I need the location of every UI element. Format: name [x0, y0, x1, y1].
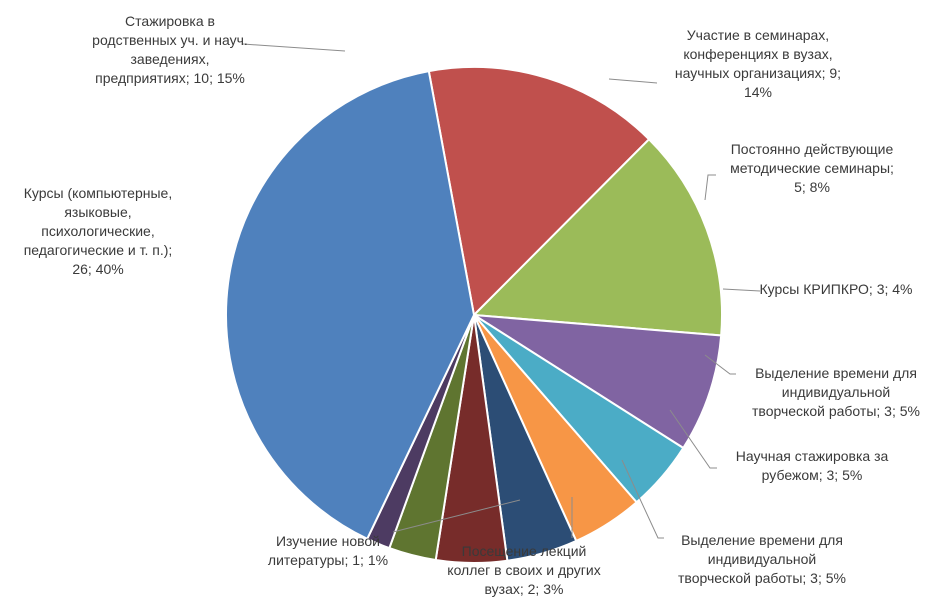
slice-label-9: Изучение новой литературы; 1; 1%: [268, 533, 388, 568]
leader-line-9: [392, 499, 521, 533]
leader-line-3: [704, 174, 716, 201]
slice-label-line: Стажировка в: [125, 13, 215, 29]
slice-label-8: Посещение лекций коллег в своих и других в…: [447, 543, 600, 597]
slice-label-line: 26; 40%: [72, 261, 123, 277]
slice-label-1: Стажировка в родственных уч. и науч. завед…: [92, 13, 248, 86]
slice-label-6: Научная стажировка за рубежом; 3; 5%: [736, 448, 889, 483]
slice-label-line: индивидуальной: [782, 384, 890, 400]
slice-labels: Стажировка в родственных уч. и науч. завед…: [24, 13, 920, 597]
slice-label-5: Выделение времени для индивидуальной творч…: [752, 365, 920, 419]
slice-label-line: научных организациях; 9;: [675, 65, 841, 81]
leader-line-7: [621, 459, 664, 539]
leader-line-4: [722, 288, 761, 292]
slice-label-2: Участие в семинарах, конференциях в вузах…: [675, 27, 841, 100]
slice-label-line: Выделение времени для: [755, 365, 917, 381]
pie-slice-1: [427, 66, 651, 318]
slice-label-line: коллег в своих и других: [447, 562, 600, 578]
slice-label-line: творческой работы; 3; 5%: [752, 403, 920, 419]
slice-label-line: индивидуальной: [708, 551, 816, 567]
slice-label-line: литературы; 1; 1%: [268, 552, 388, 568]
pie-slice-10: [225, 69, 476, 541]
slice-label-4: Курсы КРИПКРО; 3; 4%: [759, 281, 912, 297]
slice-label-line: психологические,: [41, 223, 154, 239]
slice-label-line: рубежом; 3; 5%: [762, 467, 863, 483]
slice-label-line: Участие в семинарах,: [687, 27, 829, 43]
leader-line-6: [669, 409, 717, 469]
slice-label-7: Выделение времени для индивидуальной творч…: [678, 532, 846, 586]
slice-label-line: Постоянно действующие: [731, 141, 894, 157]
slice-label-line: 5; 8%: [794, 179, 830, 195]
slice-label-line: 14%: [744, 84, 772, 100]
slice-label-line: родственных уч. и науч.: [92, 32, 248, 48]
slice-label-3: Постоянно действующие методические семина…: [730, 141, 894, 195]
slice-label-line: Курсы КРИПКРО; 3; 4%: [759, 281, 912, 297]
slice-label-line: заведениях,: [131, 51, 210, 67]
pie-slice-2: [471, 137, 723, 337]
slice-label-line: вузах; 2; 3%: [485, 581, 564, 597]
slice-label-line: конференциях в вузах,: [683, 46, 832, 62]
slice-label-line: Изучение новой: [276, 533, 380, 549]
leader-line-2: [608, 78, 658, 84]
slice-label-line: методические семинары;: [730, 160, 894, 176]
slice-label-line: творческой работы; 3; 5%: [678, 570, 846, 586]
slice-label-line: Посещение лекций: [462, 543, 587, 559]
slice-label-line: педагогические и т. п.);: [24, 242, 173, 258]
slice-label-line: Курсы (компьютерные,: [24, 185, 172, 201]
leader-line-1: [242, 43, 346, 52]
pie-slices: [225, 66, 723, 564]
slice-label-line: Научная стажировка за: [736, 448, 889, 464]
slice-label-line: Выделение времени для: [681, 532, 843, 548]
pie-slice-3: [473, 314, 723, 450]
slice-label-10: Курсы (компьютерные, языковые, психологиче…: [24, 185, 173, 277]
leader-line-5: [704, 354, 736, 375]
leader-lines: [242, 43, 761, 539]
slice-label-line: языковые,: [64, 204, 131, 220]
slice-label-line: предприятиях; 10; 15%: [95, 70, 245, 86]
